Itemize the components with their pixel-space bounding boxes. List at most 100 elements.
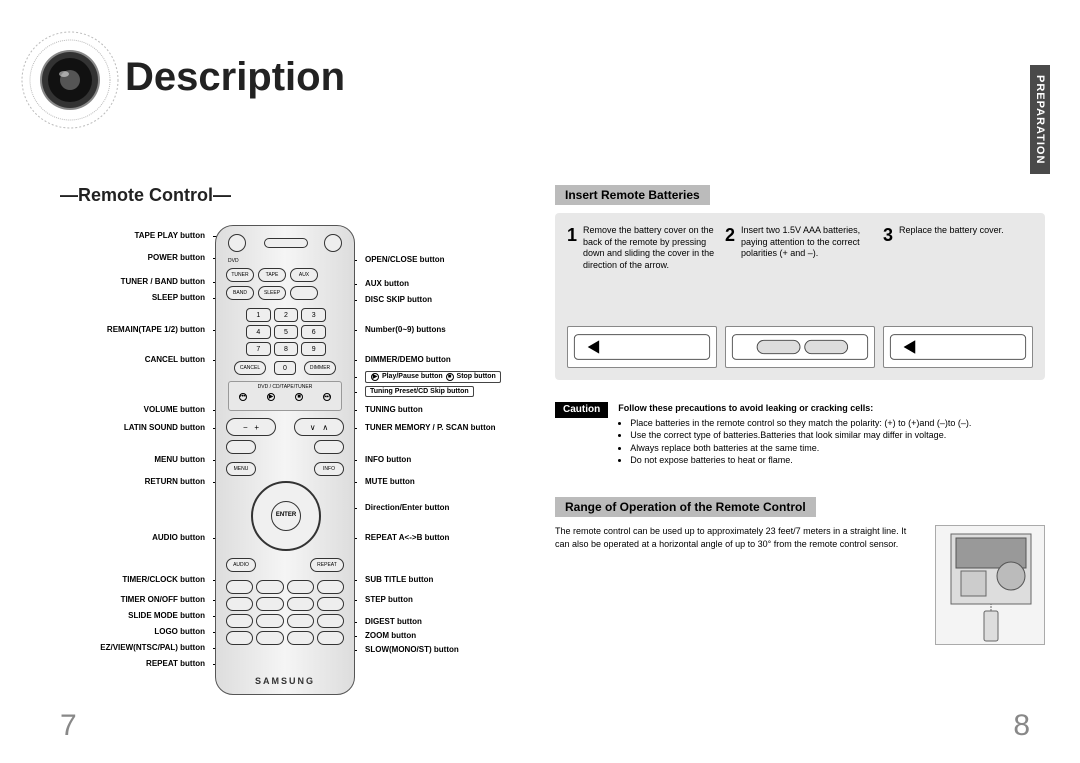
label-right: REPEAT A<->B button xyxy=(360,533,449,542)
battery-step: 2Insert two 1.5V AAA batteries, paying a… xyxy=(725,225,875,368)
label-right: Tuning Preset/CD Skip button xyxy=(360,386,474,397)
range-body: The remote control can be used up to app… xyxy=(555,525,1045,645)
caution-list: Place batteries in the remote control so… xyxy=(618,417,1045,467)
label-left: AUDIO button xyxy=(152,533,210,542)
numpad-key: 8 xyxy=(274,342,299,356)
label-right: SUB TITLE button xyxy=(360,575,433,584)
label-left: LOGO button xyxy=(154,627,210,636)
label-right: SLOW(MONO/ST) button xyxy=(360,645,459,654)
transport-panel: DVD / CD/TAPE/TUNER ⏮ ▶ ■ ⏭ xyxy=(228,381,342,411)
direction-enter-pad xyxy=(251,481,321,551)
label-left: MENU button xyxy=(154,455,210,464)
latin-sound-button xyxy=(226,440,256,454)
label-left: TIMER ON/OFF button xyxy=(121,595,210,604)
volume-buttons: − + xyxy=(226,418,276,436)
numpad-key: 9 xyxy=(301,342,326,356)
label-right: MUTE button xyxy=(360,477,415,486)
tuner-button: TUNER xyxy=(226,268,254,282)
label-right: STEP button xyxy=(360,595,413,604)
step-text: Remove the battery cover on the back of … xyxy=(583,225,717,320)
remote-diagram: TAPE PLAY button POWER button TUNER / BAND… xyxy=(55,225,525,705)
step-text: Replace the battery cover. xyxy=(899,225,1004,320)
page-title: Description xyxy=(125,55,345,100)
label-left: RETURN button xyxy=(145,477,210,486)
info-button: INFO xyxy=(314,462,344,476)
caution-text: Follow these precautions to avoid leakin… xyxy=(618,402,1045,467)
step-diagram xyxy=(567,326,717,368)
battery-step: 3Replace the battery cover. xyxy=(883,225,1033,368)
label-left: VOLUME button xyxy=(144,405,210,414)
caution-block: Caution Follow these precautions to avoi… xyxy=(555,402,1045,467)
right-column: Insert Remote Batteries 1Remove the batt… xyxy=(555,185,1045,645)
label-left: SLIDE MODE button xyxy=(128,611,210,620)
label-right: Number(0~9) buttons xyxy=(360,325,446,334)
page-number-right: 8 xyxy=(1013,709,1030,743)
subtitle: —Remote Control— xyxy=(60,185,231,206)
numpad-key: 6 xyxy=(301,325,326,339)
numpad-key: 7 xyxy=(246,342,271,356)
tuning-buttons: ∨ ∧ xyxy=(294,418,344,436)
step-diagram xyxy=(883,326,1033,368)
speaker-icon xyxy=(20,30,120,130)
caution-heading: Follow these precautions to avoid leakin… xyxy=(618,403,873,413)
label-right: OPEN/CLOSE button xyxy=(360,255,445,264)
label-left: LATIN SOUND button xyxy=(124,423,210,432)
label-right: AUX button xyxy=(360,279,409,288)
zero-button: 0 xyxy=(274,361,296,375)
aux-button: AUX xyxy=(290,268,318,282)
tuner-memory-button xyxy=(314,440,344,454)
step-diagram xyxy=(725,326,875,368)
label-left: REMAIN(TAPE 1/2) button xyxy=(107,325,210,334)
dimmer-button: DIMMER xyxy=(304,361,336,375)
label-left: TAPE PLAY button xyxy=(134,231,210,240)
step-number: 2 xyxy=(725,225,735,320)
tape-play-button xyxy=(264,238,308,248)
numpad-key: 2 xyxy=(274,308,299,322)
cancel-button: CANCEL xyxy=(234,361,266,375)
label-right: Direction/Enter button xyxy=(360,503,449,512)
label-left: TUNER / BAND button xyxy=(121,277,210,286)
range-diagram xyxy=(935,525,1045,645)
audio-button: AUDIO xyxy=(226,558,256,572)
label-left: CANCEL button xyxy=(145,355,210,364)
step-number: 3 xyxy=(883,225,893,320)
step-text: Insert two 1.5V AAA batteries, paying at… xyxy=(741,225,875,320)
label-right: DIMMER/DEMO button xyxy=(360,355,451,364)
power-button xyxy=(228,234,246,252)
caution-badge: Caution xyxy=(555,402,608,418)
label-left: POWER button xyxy=(148,253,210,262)
caution-item: Use the correct type of batteries.Batter… xyxy=(630,429,1045,442)
battery-step: 1Remove the battery cover on the back of… xyxy=(567,225,717,368)
open-close-button xyxy=(324,234,342,252)
steps-box: 1Remove the battery cover on the back of… xyxy=(555,213,1045,380)
label-right: ▶ Play/Pause button ■ Stop button xyxy=(360,371,501,383)
caution-item: Do not expose batteries to heat or flame… xyxy=(630,454,1045,467)
tape-button: TAPE xyxy=(258,268,286,282)
number-pad: 123456789 xyxy=(246,308,326,356)
numpad-key: 5 xyxy=(274,325,299,339)
insert-batteries-heading: Insert Remote Batteries xyxy=(555,185,710,205)
menu-button: MENU xyxy=(226,462,256,476)
sleep-button: SLEEP xyxy=(258,286,286,300)
label-left: EZ/VIEW(NTSC/PAL) button xyxy=(100,643,210,652)
caution-item: Place batteries in the remote control so… xyxy=(630,417,1045,430)
label-left: REPEAT button xyxy=(146,659,210,668)
label-right: ZOOM button xyxy=(360,631,416,640)
label-right: TUNER MEMORY / P. SCAN button xyxy=(360,423,496,432)
label-right: DISC SKIP button xyxy=(360,295,432,304)
caution-item: Always replace both batteries at the sam… xyxy=(630,442,1045,455)
numpad-key: 1 xyxy=(246,308,271,322)
range-heading: Range of Operation of the Remote Control xyxy=(555,497,816,517)
disc-skip-button xyxy=(290,286,318,300)
label-left: TIMER/CLOCK button xyxy=(122,575,210,584)
label-right: TUNING button xyxy=(360,405,423,414)
remote-body: DVD TUNER TAPE AUX BAND SLEEP 123456789 … xyxy=(215,225,355,695)
page-number-left: 7 xyxy=(60,709,77,743)
label-right: DIGEST button xyxy=(360,617,422,626)
label-left: SLEEP button xyxy=(152,293,210,302)
step-number: 1 xyxy=(567,225,577,320)
repeat-ab-button: REPEAT xyxy=(310,558,344,572)
section-tab: PREPARATION xyxy=(1030,65,1050,174)
numpad-key: 3 xyxy=(301,308,326,322)
bottom-button-grid xyxy=(226,580,344,645)
